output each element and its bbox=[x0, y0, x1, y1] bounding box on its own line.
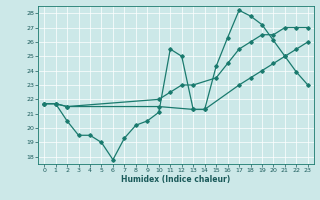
X-axis label: Humidex (Indice chaleur): Humidex (Indice chaleur) bbox=[121, 175, 231, 184]
